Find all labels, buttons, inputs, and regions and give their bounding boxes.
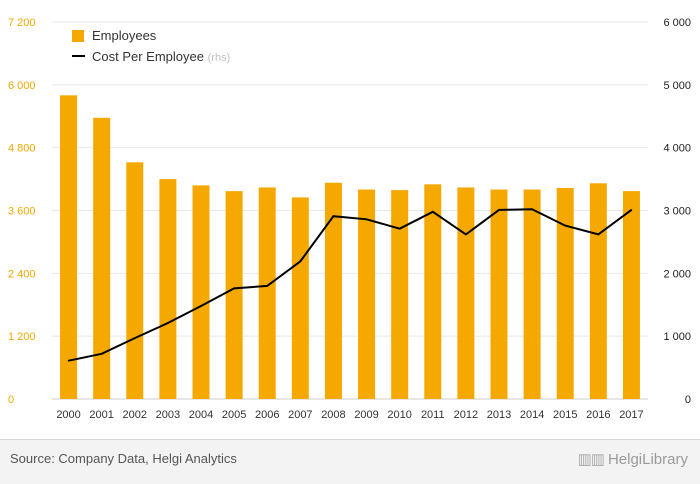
bar-2012 [457, 187, 475, 399]
bar-2002 [126, 162, 144, 399]
right-tick-label: 4 000 [663, 143, 691, 155]
x-tick-label: 2004 [189, 409, 213, 421]
x-tick-label: 2001 [89, 409, 113, 421]
left-tick-label: 7 200 [8, 17, 36, 29]
line-point-2002 [133, 337, 136, 339]
x-tick-label: 2003 [156, 409, 180, 421]
chart: 0 1 200 2 400 3 600 4 800 6 000 7 200 0 1 000 2 … [8, 17, 691, 421]
bar-2013 [490, 189, 508, 399]
bar-series-employees [60, 95, 640, 400]
line-point-2010 [398, 227, 401, 230]
line-point-2004 [200, 305, 202, 307]
logo-icon: ▥▥ [577, 451, 605, 468]
x-tick-label: 2007 [288, 409, 312, 421]
bar-2006 [258, 187, 276, 399]
left-tick-label: 3 600 [8, 206, 36, 218]
bar-2011 [424, 184, 442, 399]
legend-label-rhs: (rhs) [208, 52, 231, 64]
legend: Employees Cost Per Employee (rhs) [72, 28, 230, 64]
right-tick-label: 6 000 [663, 17, 691, 29]
bar-2005 [225, 191, 243, 399]
grid-lines [52, 21, 648, 400]
line-point-2009 [365, 218, 368, 221]
line-point-2016 [597, 233, 600, 236]
line-point-2011 [431, 210, 434, 213]
bar-2001 [93, 117, 111, 399]
x-tick-label: 2009 [354, 409, 378, 421]
helgilibrary-logo: ▥▥ HelgiLibrary [578, 450, 688, 468]
line-point-2012 [465, 233, 467, 236]
right-tick-label: 1 000 [663, 331, 691, 343]
x-tick-label: 2015 [553, 409, 577, 421]
legend-swatch-employees [72, 30, 84, 42]
bar-2008 [324, 182, 342, 399]
line-series-cost-per-employee [67, 208, 633, 362]
x-tick-label: 2011 [421, 409, 445, 421]
line-point-2008 [332, 215, 335, 217]
x-tick-label: 2006 [255, 409, 279, 421]
line-point-2000 [67, 359, 70, 362]
bar-2003 [159, 179, 177, 399]
bar-2007 [291, 197, 309, 399]
bar-2017 [622, 191, 640, 399]
line-point-2017 [630, 209, 633, 211]
x-tick-label: 2016 [586, 409, 610, 421]
x-tick-label: 2012 [454, 409, 478, 421]
x-tick-label: 2008 [321, 409, 345, 421]
bar-2000 [60, 95, 78, 400]
left-tick-label: 2 400 [8, 268, 36, 280]
bar-2014 [523, 189, 541, 399]
x-tick-label: 2002 [123, 409, 147, 421]
left-tick-label: 6 000 [8, 80, 36, 92]
bar-2016 [589, 183, 607, 399]
x-tick-label: 2000 [56, 409, 80, 421]
line-point-2007 [299, 260, 302, 263]
right-tick-label: 0 [685, 394, 691, 406]
legend-label-cost-text: Cost Per Employee [92, 49, 204, 64]
bar-2015 [556, 187, 574, 399]
left-tick-label: 0 [8, 394, 14, 406]
right-tick-label: 3 000 [663, 206, 691, 218]
line-point-2013 [498, 209, 500, 211]
bar-2010 [391, 190, 409, 399]
footer: Source: Company Data, Helgi Analytics ▥▥… [0, 439, 700, 484]
right-tick-label: 5 000 [663, 80, 691, 92]
x-tick-label: 2013 [487, 409, 511, 421]
legend-label-employees: Employees [92, 28, 157, 43]
right-axis-ticks: 0 1 000 2 000 3 000 4 000 5 000 6 000 [663, 17, 691, 406]
bar-2009 [358, 189, 376, 399]
line-point-2006 [266, 285, 269, 287]
legend-label-cost-per-employee: Cost Per Employee (rhs) [92, 49, 230, 64]
x-tick-label: 2017 [619, 409, 643, 421]
x-axis-ticks: 2000 2001 2002 2003 2004 2005 2006 2007 2008 2009… [56, 409, 643, 421]
line-point-2001 [100, 352, 103, 355]
x-tick-label: 2010 [387, 409, 411, 421]
logo-text: HelgiLibrary [607, 451, 688, 468]
x-tick-label: 2005 [222, 409, 246, 421]
line-point-2005 [233, 287, 235, 290]
left-tick-label: 4 800 [8, 143, 36, 155]
x-tick-label: 2014 [520, 409, 544, 421]
line-point-2003 [167, 322, 169, 324]
bar-2004 [192, 185, 210, 399]
right-tick-label: 2 000 [663, 268, 691, 280]
line-point-2014 [531, 208, 533, 211]
source-text: Source: Company Data, Helgi Analytics [10, 451, 237, 466]
left-tick-label: 1 200 [8, 331, 36, 343]
line-path [68, 208, 632, 362]
left-axis-ticks: 0 1 200 2 400 3 600 4 800 6 000 7 200 [8, 17, 36, 406]
line-point-2015 [564, 224, 567, 227]
